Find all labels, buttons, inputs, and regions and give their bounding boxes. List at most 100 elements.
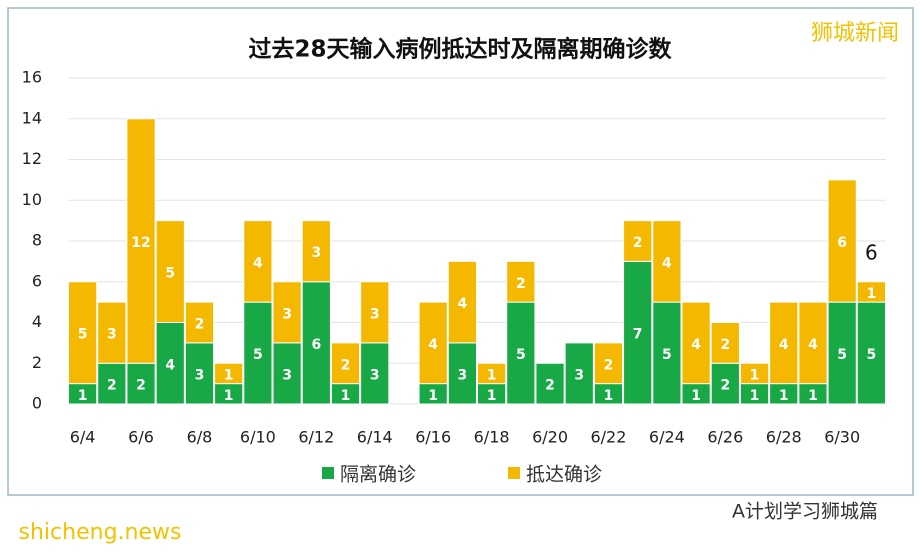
value-label: 6 <box>837 235 847 251</box>
y-tick-label: 6 <box>32 271 42 290</box>
value-label: 2 <box>516 276 526 292</box>
value-label: 1 <box>750 388 760 404</box>
y-tick-label: 16 <box>22 68 42 87</box>
value-label: 1 <box>428 388 438 404</box>
bar-segment <box>301 220 331 283</box>
x-tick-label: 6/18 <box>474 428 510 447</box>
value-label: 3 <box>107 327 117 343</box>
value-label: 2 <box>341 357 351 373</box>
bar-segment <box>769 301 799 385</box>
value-label: 1 <box>867 286 877 302</box>
value-label: 2 <box>136 378 146 394</box>
bar-segment <box>272 281 302 344</box>
x-tick-label: 6/24 <box>649 428 685 447</box>
bar-segment <box>155 220 185 323</box>
value-label: 2 <box>633 235 643 251</box>
x-tick-label: 6/4 <box>70 428 96 447</box>
legend-label: 抵达确诊 <box>526 464 602 486</box>
bar-segment <box>243 220 273 303</box>
value-label: 1 <box>779 388 789 404</box>
bar-segment <box>652 220 682 303</box>
value-label: 1 <box>224 367 234 383</box>
value-label: 3 <box>195 367 205 383</box>
footer-right: A计划学习狮城篇 <box>732 501 878 523</box>
value-label: 4 <box>808 337 818 353</box>
bar-segment <box>593 342 624 385</box>
value-label: 2 <box>720 337 730 353</box>
bar-segment <box>301 281 331 405</box>
x-tick-label: 6/14 <box>357 428 393 447</box>
bar-segment <box>97 301 127 364</box>
value-label: 1 <box>341 388 351 404</box>
y-tick-label: 8 <box>32 231 42 250</box>
y-tick-label: 12 <box>22 149 42 168</box>
bar-segment <box>652 301 682 405</box>
value-label: 3 <box>282 306 292 322</box>
bar-segment <box>535 362 565 405</box>
value-label: 2 <box>604 357 614 373</box>
value-label: 2 <box>720 378 730 394</box>
x-tick-label: 6/8 <box>187 428 213 447</box>
annotation: 6 <box>865 240 878 264</box>
bar-segment <box>155 322 185 405</box>
chart-title: 过去28天输入病例抵达时及隔离期确诊数 <box>248 36 672 63</box>
x-tick-label: 6/20 <box>532 428 568 447</box>
value-label: 4 <box>253 255 263 271</box>
value-label: 7 <box>633 327 643 343</box>
value-label: 3 <box>282 367 292 383</box>
x-tick-label: 6/16 <box>415 428 451 447</box>
bar-segment <box>681 301 711 385</box>
value-label: 2 <box>195 317 205 333</box>
footer-left: shicheng.news <box>19 520 182 545</box>
value-label: 1 <box>750 367 760 383</box>
value-label: 12 <box>131 235 150 251</box>
bar-segment <box>126 362 156 405</box>
value-label: 4 <box>458 296 468 312</box>
bar-segment <box>856 301 886 405</box>
value-label: 3 <box>574 367 584 383</box>
x-tick-label: 6/22 <box>590 428 626 447</box>
bar-segment <box>418 301 448 385</box>
value-label: 1 <box>604 388 614 404</box>
bar-segment <box>330 342 361 385</box>
value-label: 4 <box>691 337 701 353</box>
legend-label: 隔离确诊 <box>340 464 416 486</box>
legend-swatch <box>322 467 334 479</box>
bar-segment <box>272 342 302 405</box>
bar-segment <box>564 342 594 405</box>
y-tick-label: 10 <box>22 190 42 209</box>
bar-segment <box>710 322 740 364</box>
bar-segment <box>68 281 98 385</box>
value-label: 4 <box>428 337 438 353</box>
value-label: 4 <box>779 337 789 353</box>
value-label: 4 <box>662 255 672 271</box>
bar-segment <box>739 362 770 385</box>
bar-segment <box>214 362 244 385</box>
bar-segment <box>360 342 390 405</box>
bar-segment <box>827 301 857 405</box>
bar-segment <box>506 260 536 303</box>
value-label: 1 <box>224 388 234 404</box>
value-label: 2 <box>545 378 555 394</box>
bar-segment <box>447 260 477 344</box>
value-label: 3 <box>370 306 380 322</box>
value-label: 5 <box>78 327 88 343</box>
x-tick-label: 6/28 <box>766 428 802 447</box>
y-tick-label: 4 <box>32 312 42 331</box>
value-label: 1 <box>691 388 701 404</box>
value-label: 5 <box>253 347 263 363</box>
bar-segment <box>623 260 653 405</box>
x-tick-label: 6/30 <box>824 428 860 447</box>
value-label: 1 <box>78 388 88 404</box>
bar-segment <box>798 301 828 385</box>
x-tick-label: 6/26 <box>707 428 743 447</box>
value-label: 3 <box>311 245 321 261</box>
bar-segment <box>243 301 273 405</box>
value-label: 5 <box>662 347 672 363</box>
value-label: 2 <box>107 378 117 394</box>
bar-segment <box>477 362 507 385</box>
bar-segment <box>827 179 857 303</box>
bar-segment <box>184 301 215 344</box>
value-label: 3 <box>458 367 468 383</box>
